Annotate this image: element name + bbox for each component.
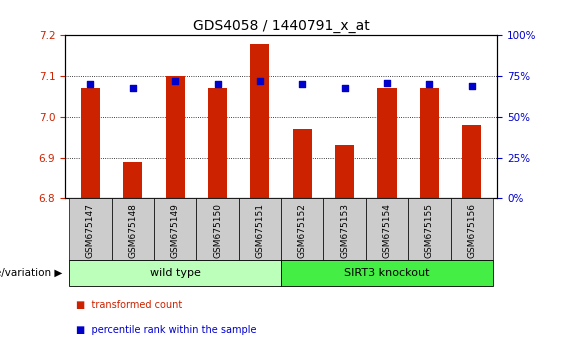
- Text: GSM675149: GSM675149: [171, 203, 180, 258]
- Point: [255, 78, 264, 84]
- Bar: [208, 88, 227, 198]
- Bar: [323, 198, 366, 260]
- Text: ■  transformed count: ■ transformed count: [76, 300, 182, 310]
- Bar: [154, 198, 197, 260]
- Bar: [250, 44, 270, 198]
- Text: GSM675154: GSM675154: [383, 203, 392, 258]
- Title: GDS4058 / 1440791_x_at: GDS4058 / 1440791_x_at: [193, 19, 370, 33]
- Text: GSM675156: GSM675156: [467, 203, 476, 258]
- Text: GSM675151: GSM675151: [255, 203, 264, 258]
- Bar: [335, 145, 354, 198]
- Text: wild type: wild type: [150, 268, 201, 278]
- Point: [383, 80, 392, 85]
- Text: GSM675152: GSM675152: [298, 203, 307, 258]
- Bar: [166, 76, 185, 198]
- Point: [213, 81, 222, 87]
- Bar: [281, 260, 493, 286]
- Bar: [238, 198, 281, 260]
- Bar: [69, 198, 112, 260]
- Bar: [281, 198, 323, 260]
- Point: [298, 81, 307, 87]
- Text: ■  percentile rank within the sample: ■ percentile rank within the sample: [76, 325, 257, 335]
- Bar: [451, 198, 493, 260]
- Bar: [197, 198, 238, 260]
- Point: [340, 85, 349, 90]
- Text: GSM675150: GSM675150: [213, 203, 222, 258]
- Point: [128, 85, 137, 90]
- Bar: [462, 125, 481, 198]
- Bar: [377, 88, 397, 198]
- Point: [467, 83, 476, 89]
- Point: [86, 81, 95, 87]
- Point: [171, 78, 180, 84]
- Bar: [123, 162, 142, 198]
- Bar: [420, 88, 439, 198]
- Bar: [366, 198, 408, 260]
- Bar: [408, 198, 451, 260]
- Text: GSM675155: GSM675155: [425, 203, 434, 258]
- Bar: [112, 198, 154, 260]
- Bar: [81, 88, 100, 198]
- Text: genotype/variation ▶: genotype/variation ▶: [0, 268, 62, 278]
- Text: GSM675148: GSM675148: [128, 203, 137, 258]
- Bar: [293, 129, 312, 198]
- Point: [425, 81, 434, 87]
- Text: GSM675147: GSM675147: [86, 203, 95, 258]
- Text: SIRT3 knockout: SIRT3 knockout: [344, 268, 430, 278]
- Text: GSM675153: GSM675153: [340, 203, 349, 258]
- Bar: [69, 260, 281, 286]
